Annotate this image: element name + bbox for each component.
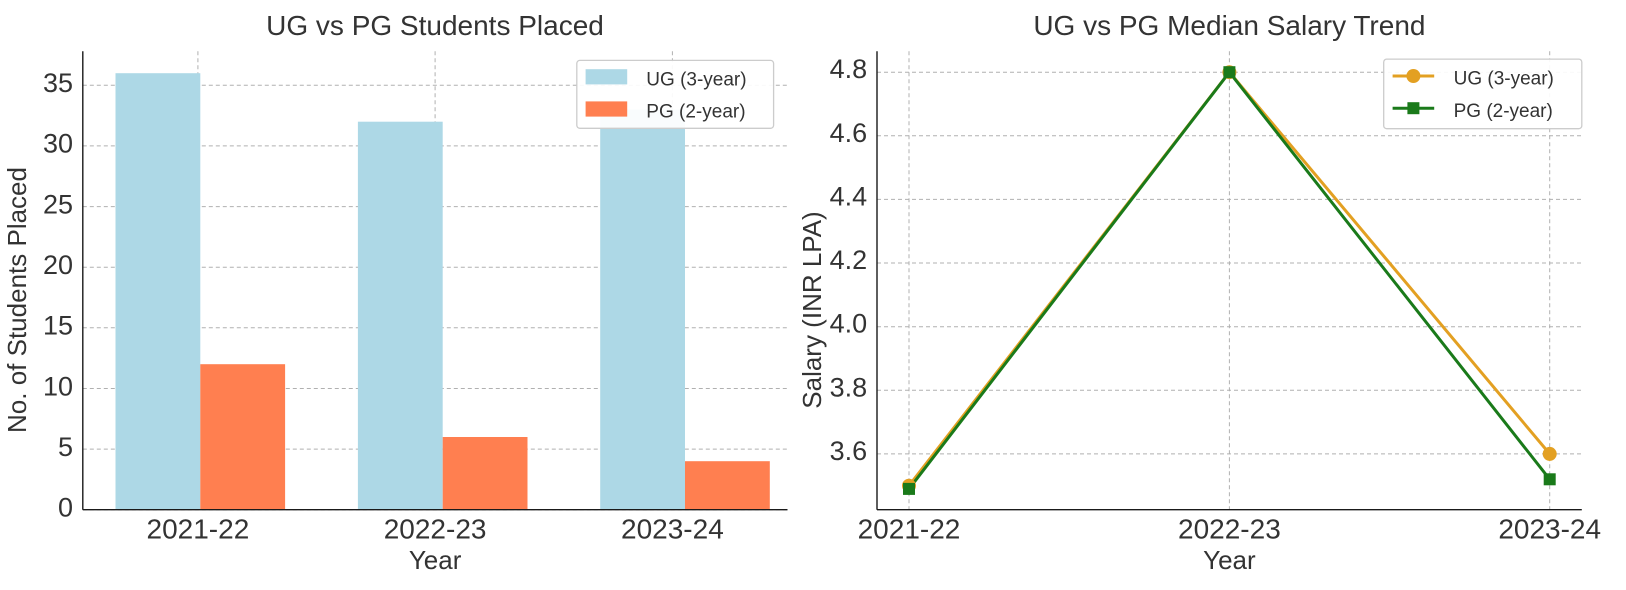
svg-text:35: 35 [43, 68, 73, 98]
svg-text:30: 30 [43, 129, 73, 159]
svg-text:4.0: 4.0 [830, 309, 868, 339]
svg-text:3.8: 3.8 [830, 372, 868, 402]
svg-text:3.6: 3.6 [830, 436, 868, 466]
svg-text:2023-24: 2023-24 [621, 514, 724, 545]
svg-text:UG vs PG Students Placed: UG vs PG Students Placed [266, 10, 604, 41]
svg-text:Year: Year [409, 545, 462, 575]
svg-text:4.2: 4.2 [830, 245, 868, 275]
svg-text:20: 20 [43, 250, 73, 280]
svg-text:25: 25 [43, 189, 73, 219]
svg-text:10: 10 [43, 371, 73, 401]
svg-text:PG (2-year): PG (2-year) [646, 102, 745, 123]
svg-text:UG vs PG Median Salary Trend: UG vs PG Median Salary Trend [1033, 10, 1425, 41]
svg-text:4.8: 4.8 [830, 54, 868, 84]
svg-text:4.4: 4.4 [830, 181, 868, 211]
svg-text:UG (3-year): UG (3-year) [646, 70, 746, 91]
svg-text:15: 15 [43, 311, 73, 341]
svg-text:2022-23: 2022-23 [1178, 514, 1281, 545]
svg-text:0: 0 [58, 493, 73, 523]
svg-text:2021-22: 2021-22 [147, 514, 250, 545]
svg-text:5: 5 [58, 432, 73, 462]
svg-text:Year: Year [1203, 545, 1256, 575]
svg-text:2021-22: 2021-22 [858, 514, 961, 545]
svg-text:UG (3-year): UG (3-year) [1454, 69, 1554, 90]
svg-text:4.6: 4.6 [830, 118, 868, 148]
svg-text:2022-23: 2022-23 [384, 514, 487, 545]
svg-text:Salary (INR LPA): Salary (INR LPA) [797, 211, 827, 408]
svg-text:PG (2-year): PG (2-year) [1454, 101, 1553, 122]
svg-text:No. of Students Placed: No. of Students Placed [2, 167, 32, 433]
svg-text:2023-24: 2023-24 [1498, 514, 1601, 545]
